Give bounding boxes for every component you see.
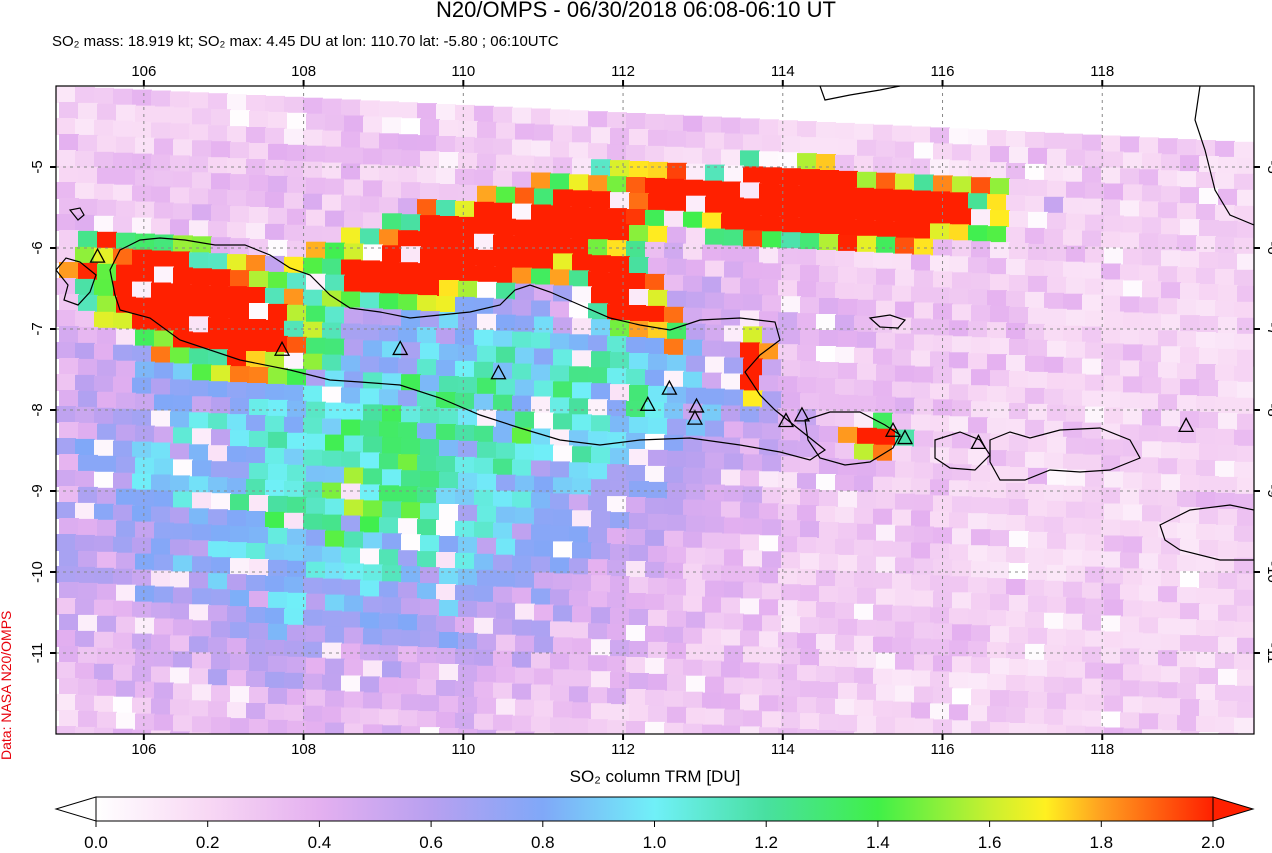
colorbar-over-arrow xyxy=(1212,796,1255,822)
volcano-triangle-icon xyxy=(793,406,811,422)
lon-label-bottom: 106 xyxy=(131,741,156,758)
lon-label-top: 114 xyxy=(771,63,795,80)
lon-label-bottom: 114 xyxy=(771,741,795,758)
lat-label-right: -10 xyxy=(1264,561,1272,583)
volcano-triangle-icon xyxy=(273,340,291,356)
lon-label-bottom: 112 xyxy=(611,741,635,758)
so2-summary: SO₂ mass: 18.919 kt; SO₂ max: 4.45 DU at… xyxy=(52,33,559,50)
volcano-triangle-icon xyxy=(639,395,656,411)
so2-pixel-layer xyxy=(56,86,1254,734)
lon-label-top: 112 xyxy=(611,63,635,80)
lat-label-right: -5 xyxy=(1264,160,1272,173)
volcano-triangle-icon xyxy=(688,397,705,413)
volcano-markers xyxy=(89,247,1195,450)
volcano-triangle-icon xyxy=(661,379,678,395)
latitude-labels: -5 -5 -6 -6 -7 -7 -8 -8 -9 -9 -10 -10 -11 -11 xyxy=(29,160,1272,663)
lat-label-left: -9 xyxy=(29,484,46,497)
coastline xyxy=(56,86,1254,561)
lon-label-top: 118 xyxy=(1090,63,1114,80)
lat-label-right: -11 xyxy=(1264,643,1272,664)
volcano-triangle-icon xyxy=(490,364,507,380)
lat-label-left: -8 xyxy=(29,403,46,416)
colorbar-tick-label: 1.8 xyxy=(1089,833,1113,852)
colorbar-tick-label: 1.2 xyxy=(754,833,778,852)
lat-label-left: -11 xyxy=(29,643,46,664)
volcano-triangle-icon xyxy=(896,429,914,445)
volcano-triangle-icon xyxy=(1178,417,1195,433)
lat-label-right: -6 xyxy=(1264,241,1272,254)
colorbar-tick-label: 0.4 xyxy=(308,833,332,852)
colorbar-tick-label: 2.0 xyxy=(1201,833,1225,852)
volcano-triangle-icon xyxy=(884,421,902,437)
longitude-labels: 106 106 108 108 110 110 112 112 114 114 116 116 118 1… xyxy=(131,63,1114,758)
lon-label-bottom: 108 xyxy=(291,741,316,758)
colorbar-tick-label: 1.0 xyxy=(643,833,667,852)
lon-label-top: 106 xyxy=(131,63,156,80)
colorbar-gradient xyxy=(95,796,1214,822)
map-title: N20/OMPS - 06/30/2018 06:08-06:10 UT xyxy=(436,0,836,22)
colorbar-under-arrow xyxy=(54,796,97,822)
colorbar-tick-label: 0.8 xyxy=(531,833,555,852)
volcano-triangle-icon xyxy=(686,409,704,425)
lon-label-top: 116 xyxy=(931,63,955,80)
lon-label-top: 110 xyxy=(451,63,475,80)
lat-lon-grid xyxy=(56,86,1254,734)
volcano-triangle-icon xyxy=(777,412,795,428)
lat-label-left: -7 xyxy=(29,322,46,335)
lat-label-left: -5 xyxy=(29,160,46,173)
lat-label-left: -6 xyxy=(29,241,46,254)
colorbar-tick-label: 1.6 xyxy=(978,833,1002,852)
colorbar-tick-label: 0.2 xyxy=(196,833,220,852)
volcano-triangle-icon xyxy=(392,340,409,356)
frame-ticks xyxy=(50,80,1260,740)
lon-label-top: 108 xyxy=(291,63,316,80)
lat-label-right: -8 xyxy=(1264,403,1272,416)
lon-label-bottom: 110 xyxy=(451,741,475,758)
lat-label-right: -9 xyxy=(1264,484,1272,497)
colorbar-tick-label: 0.0 xyxy=(84,833,108,852)
lat-label-right: -7 xyxy=(1264,322,1272,335)
volcano-triangle-icon xyxy=(89,247,106,263)
lat-label-left: -10 xyxy=(29,561,46,583)
colorbar-tick-label: 1.4 xyxy=(866,833,890,852)
colorbar-title: SO₂ column TRM [DU] xyxy=(569,767,741,786)
lon-label-bottom: 116 xyxy=(931,741,955,758)
colorbar-tick-label: 0.6 xyxy=(419,833,443,852)
colorbar-ticks: 0.0 0.2 0.4 0.6 0.8 1.0 1.2 1.4 1.6 1.8 2.0 xyxy=(84,821,1225,852)
lon-label-bottom: 118 xyxy=(1090,741,1114,758)
volcano-triangle-icon xyxy=(970,434,987,450)
